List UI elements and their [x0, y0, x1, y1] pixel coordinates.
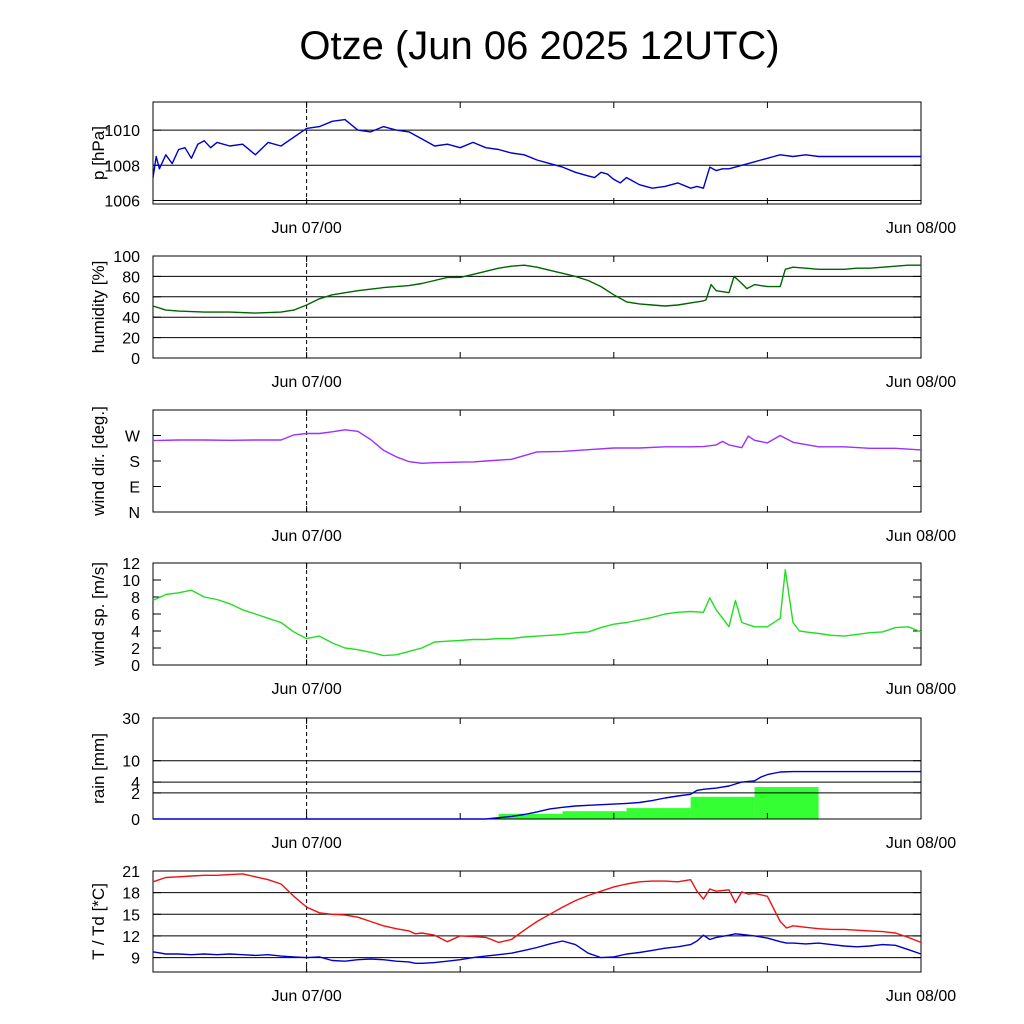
y-tick-label: 4	[131, 624, 140, 641]
plot-frame	[152, 870, 922, 973]
y-tick-label: 10	[122, 754, 140, 771]
y-tick-label: 12	[122, 556, 140, 573]
y-tick-label: 1010	[104, 123, 140, 140]
plot-frame	[152, 101, 922, 205]
y-tick-label: 21	[122, 864, 140, 881]
y-tick-label: 1008	[104, 158, 140, 175]
y-tick-label: 15	[122, 907, 140, 924]
y-tick-label: 20	[122, 331, 140, 348]
panel-pressure: 1006 1008 1010 Jun 07/00 Jun 08/00 p [hPa]	[89, 101, 956, 237]
series-line-humidity	[152, 264, 921, 314]
y-tick-label: 2	[131, 786, 140, 803]
y-tick-label: 0	[131, 351, 140, 368]
series-line-temperature-td	[152, 933, 922, 964]
x-tick-label: Jun 07/00	[271, 988, 341, 1005]
x-tick-label: Jun 07/00	[271, 374, 341, 391]
x-tick-label: Jun 08/00	[886, 220, 956, 237]
plot-frame	[152, 409, 922, 513]
x-tick-label: Jun 08/00	[886, 528, 956, 545]
y-tick-label: 4	[131, 775, 140, 792]
series-line-temperature-t	[152, 873, 922, 944]
rain-bar	[754, 787, 819, 819]
y-tick-label: 10	[122, 573, 140, 590]
y-tick-label: 6	[131, 607, 140, 624]
y-tick-label: 8	[131, 590, 140, 607]
y-tick-label: 30	[122, 711, 140, 728]
x-tick-label: Jun 07/00	[271, 681, 341, 698]
panel-humidity: 0 20 40 60 80 100 Jun 07/00 Jun 08/00 humidity […	[89, 249, 956, 391]
plot-frame	[152, 255, 922, 359]
y-axis-label: rain [mm]	[89, 733, 108, 804]
rain-bar	[626, 808, 691, 819]
y-tick-label: S	[129, 454, 140, 471]
x-tick-label: Jun 08/00	[886, 681, 956, 698]
y-tick-label: 2	[131, 641, 140, 658]
series-line-wind_dir	[152, 429, 922, 464]
y-tick-label: N	[128, 505, 140, 522]
y-axis-label: wind dir. [deg.]	[89, 406, 108, 517]
x-tick-label: Jun 08/00	[886, 988, 956, 1005]
y-tick-label: 18	[122, 886, 140, 903]
chart-title: Otze (Jun 06 2025 12UTC)	[299, 24, 780, 68]
y-axis-label: T / Td [*C]	[89, 883, 108, 960]
x-tick-label: Jun 07/00	[271, 835, 341, 852]
x-tick-label: Jun 08/00	[886, 835, 956, 852]
y-tick-label: 80	[122, 269, 140, 286]
y-tick-label: 1006	[104, 193, 140, 210]
series-line-wind_speed	[152, 569, 922, 657]
plot-frame	[152, 562, 922, 666]
x-tick-label: Jun 07/00	[271, 528, 341, 545]
y-tick-label: 100	[113, 249, 140, 266]
y-tick-label: 9	[131, 951, 140, 968]
series-line-rain	[153, 770, 921, 820]
panel-temperature: 9 12 15 18 21 Jun 07/00 Jun 08/00 T / Td [*C]	[89, 864, 956, 1005]
rain-bar	[690, 796, 755, 819]
series-line-pressure	[152, 118, 921, 189]
y-axis-label: wind sp. [m/s]	[89, 562, 108, 667]
y-axis-label: humidity [%]	[89, 261, 108, 354]
x-tick-label: Jun 08/00	[886, 374, 956, 391]
x-tick-label: Jun 07/00	[271, 220, 341, 237]
y-tick-label: 40	[122, 310, 140, 327]
y-tick-label: 0	[131, 658, 140, 675]
y-tick-label: W	[125, 429, 141, 446]
y-tick-label: 60	[122, 290, 140, 307]
y-tick-label: 12	[122, 929, 140, 946]
plot-frame	[152, 717, 922, 820]
y-tick-label: E	[129, 480, 140, 497]
rain-bar	[562, 811, 627, 819]
rain-bar	[498, 813, 563, 819]
panel-rain: 0 24 10 30 Jun 07/00 Jun 08/00 rain [mm]	[89, 711, 956, 852]
y-tick-label: 0	[131, 812, 140, 829]
y-axis-label: p [hPa]	[89, 126, 108, 180]
